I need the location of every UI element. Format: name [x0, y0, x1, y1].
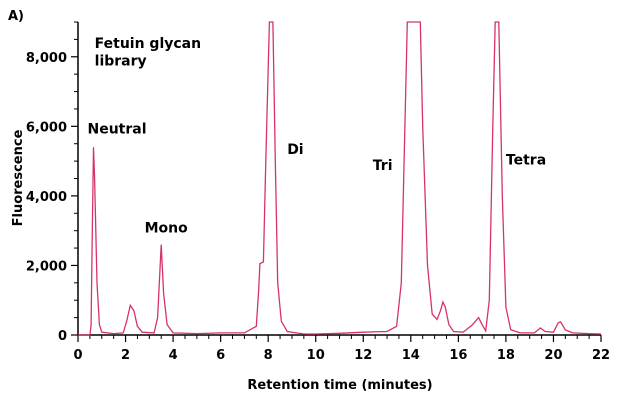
- y-tick-label: 8,000: [26, 51, 67, 66]
- x-tick-label: 4: [169, 348, 178, 363]
- peak-annotation: Di: [287, 142, 303, 158]
- x-tick-label: 22: [592, 348, 610, 363]
- peak-annotation: Tetra: [506, 153, 546, 169]
- peak-annotation: Fetuin glycan: [95, 36, 201, 52]
- x-axis-title: Retention time (minutes): [247, 378, 432, 393]
- y-tick-label: 6,000: [26, 120, 67, 135]
- x-tick-label: 16: [449, 348, 467, 363]
- panel-label: A): [8, 9, 24, 24]
- y-tick-label: 4,000: [26, 190, 67, 205]
- x-tick-label: 14: [402, 348, 420, 363]
- x-tick-label: 6: [216, 348, 225, 363]
- x-tick-label: 18: [497, 348, 515, 363]
- x-tick-label: 0: [73, 348, 82, 363]
- x-tick-label: 10: [307, 348, 325, 363]
- x-tick-label: 12: [354, 348, 372, 363]
- axes: [77, 22, 601, 336]
- peak-annotation: Neutral: [88, 121, 147, 137]
- ticks: 0 2 4 6 8 10 12 14 16 18 20 22 0 2,000 4,000 6,000 8,000: [26, 21, 610, 363]
- x-tick-label: 2: [121, 348, 130, 363]
- peak-annotation: Mono: [145, 220, 189, 236]
- y-tick-label: 2,000: [26, 259, 67, 274]
- x-tick-label: 8: [264, 348, 273, 363]
- x-tick-label: 20: [544, 348, 562, 363]
- fluorescence-trace: [78, 21, 602, 336]
- y-axis-title: Fluorescence: [11, 129, 26, 226]
- peak-annotation: Tri: [373, 158, 393, 174]
- peak-annotation: library: [95, 53, 147, 69]
- y-tick-label: 0: [58, 329, 67, 344]
